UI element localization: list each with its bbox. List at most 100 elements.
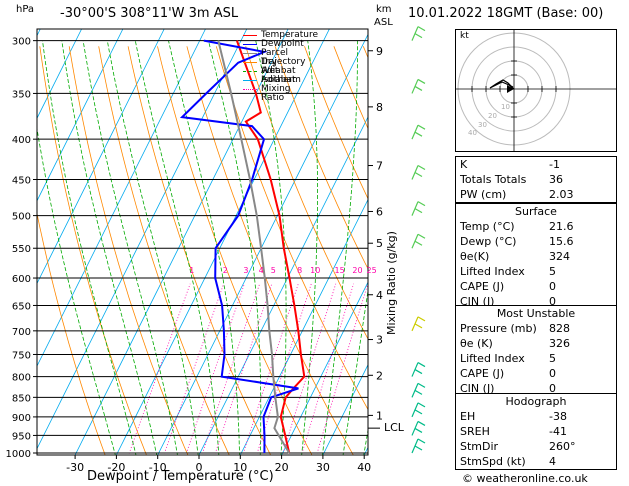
mu-li-label: Lifted Index [460, 352, 525, 365]
temperature-tick-label: -30 [66, 461, 84, 474]
sreh-label: SREH [460, 425, 490, 438]
isotherm-line [37, 29, 165, 285]
hodograph-svg: 10 20 30 40 [456, 30, 616, 151]
mu-cape-value: 0 [549, 367, 556, 380]
series-parcel-trajectory-line [217, 40, 291, 454]
temperature-tick-label: -20 [107, 461, 125, 474]
sreh-value: -41 [549, 425, 567, 438]
wind-barb [411, 78, 426, 94]
mu-theta-label: θe (K) [460, 337, 493, 350]
x-axis-label: Dewpoint / Temperature (°C) [87, 469, 274, 484]
wet-adiabat-line [168, 40, 240, 455]
height-tick-label: 7 [376, 160, 383, 173]
wind-barb [411, 382, 426, 398]
mixing-ratio-line [301, 283, 354, 455]
legend-swatch [243, 35, 257, 36]
pressure-tick-label: 750 [12, 350, 31, 361]
height-tick-label: 3 [376, 334, 383, 347]
mixing-ratio-label: 1 [189, 266, 195, 276]
pressure-tick-label: 450 [12, 176, 31, 187]
legend-label: Dry Adiabat [261, 57, 296, 76]
hodograph-unit-label: kt [460, 31, 469, 41]
hodo-ring-label: 30 [478, 121, 487, 129]
mixing-ratio-label: 2 [222, 266, 228, 276]
mu-pressure-label: Pressure (mb) [460, 322, 537, 335]
wet-adiabat-line [61, 40, 158, 455]
mixing-ratio-label: 3 [243, 266, 249, 276]
dry-adiabat-line [98, 46, 230, 455]
legend-label: Temperature [261, 30, 319, 40]
pressure-tick-label: 700 [12, 327, 31, 338]
pressure-tick-label: 550 [12, 244, 31, 255]
height-tick-label: 4 [376, 289, 383, 302]
wet-adiabat-line [321, 40, 358, 455]
wet-adiabat-line [342, 287, 368, 455]
legend-swatch [243, 89, 257, 90]
eh-value: -38 [549, 410, 567, 423]
pressure-tick-label: 500 [12, 212, 31, 223]
eh-label: EH [460, 410, 476, 423]
totals-label: Totals Totals [460, 173, 527, 186]
lcl-label: LCL [384, 421, 404, 434]
pw-value: 2.03 [549, 188, 574, 201]
wet-adiabat-line [106, 40, 199, 455]
legend-label: Parcel Trajectory [261, 48, 306, 67]
mixing-ratio-line [201, 283, 261, 455]
mu-li-value: 5 [549, 352, 556, 365]
legend-label: Mixing Ratio [261, 84, 291, 103]
mixing-ratio-line [242, 283, 299, 455]
isotherm-line [198, 116, 368, 455]
surface-cin-value: 0 [549, 295, 556, 308]
surface-cape-value: 0 [549, 280, 556, 293]
surface-dewp-value: 15.6 [549, 235, 574, 248]
legend-label: Wet Adiabat [261, 66, 296, 85]
k-index-value: -1 [549, 158, 560, 171]
hodo-ring-label: 10 [501, 103, 510, 111]
stmdir-value: 260° [549, 440, 576, 453]
wet-adiabat-line [134, 40, 220, 455]
legend-label: Isotherm [261, 75, 301, 85]
datetime-title: 10.01.2022 18GMT (Base: 00) [408, 6, 604, 21]
hodograph-panel: 10 20 30 40 kt [455, 29, 617, 152]
pressure-unit-label: hPa [16, 4, 35, 15]
isotherm-line [37, 29, 124, 202]
surface-temp-label: Temp (°C) [460, 220, 515, 233]
pressure-tick-label: 1000 [6, 449, 31, 460]
dry-adiabat-line [186, 46, 354, 455]
mixing-ratio-axis-label: Mixing Ratio (g/kg) [385, 231, 398, 335]
wet-adiabat-line [255, 40, 287, 455]
mixing-ratio-label: 25 [366, 266, 377, 276]
stmspd-value: 4 [549, 455, 556, 468]
pressure-tick-label: 950 [12, 431, 31, 442]
stmdir-label: StmDir [460, 440, 499, 453]
hodograph-stats-panel: Hodograph EH -38 SREH -41 StmDir 260° StmSp… [455, 393, 617, 470]
hodograph-trace [489, 79, 515, 90]
mixing-ratio-line [316, 283, 368, 455]
location-title: -30°00'S 308°11'W 3m ASL [60, 6, 239, 21]
dry-adiabat-line [245, 46, 368, 340]
wind-barb [411, 233, 426, 249]
surface-li-label: Lifted Index [460, 265, 525, 278]
storm-motion-arrow [507, 85, 514, 93]
wet-adiabat-line [42, 40, 137, 455]
legend-swatch [243, 80, 257, 81]
mixing-ratio-line [185, 283, 245, 455]
pressure-tick-label: 850 [12, 393, 31, 404]
copyright-footer[interactable]: © weatheronline.co.uk [462, 472, 588, 485]
wet-adiabat-line [208, 40, 262, 455]
dry-adiabat-line [39, 46, 147, 455]
isotherm-line [157, 33, 368, 455]
dry-adiabat-line [37, 211, 106, 455]
surface-dewp-label: Dewp (°C) [460, 235, 517, 248]
height-tick-label: 8 [376, 101, 383, 114]
most-unstable-title: Most Unstable [496, 307, 576, 320]
legend-label: Dewpoint [261, 39, 304, 49]
dry-adiabat-line [274, 46, 368, 270]
temperature-tick-label: 20 [275, 461, 289, 474]
temperature-tick-label: 10 [233, 461, 247, 474]
legend-swatch [243, 53, 257, 54]
mu-cin-label: CIN (J) [460, 382, 495, 395]
dry-adiabat-line [68, 46, 189, 455]
height-unit-km: km [376, 4, 392, 15]
